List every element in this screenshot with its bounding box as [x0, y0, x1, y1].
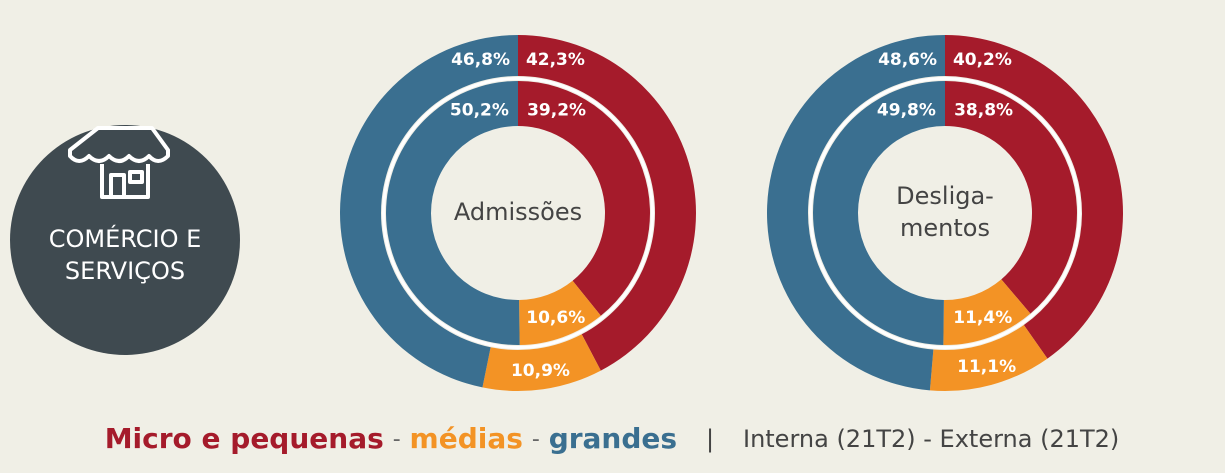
donut-slice [943, 279, 1031, 345]
donut-chart: 38,8% 11,4% 49,8% 40,2% 11,1% 48,6% Desliga-me… [766, 35, 1123, 391]
donut-slice [518, 35, 696, 371]
data-label: 10,6% [526, 308, 585, 328]
ring-separator [382, 77, 654, 349]
badge-line: COMÉRCIO E [49, 224, 202, 253]
donut-slice [929, 325, 1048, 391]
badge-line: SERVIÇOS [65, 257, 185, 285]
data-label: 50,2% [450, 101, 509, 121]
donut-slice [482, 334, 601, 391]
donut-slice [519, 280, 601, 345]
badge-circle [10, 125, 240, 355]
legend-divider: | [706, 425, 714, 453]
data-label: 46,8% [451, 50, 510, 70]
donut-slice [766, 35, 945, 391]
store-icon [68, 126, 170, 199]
data-label: 38,8% [954, 101, 1013, 121]
donut-chart: 39,2% 10,6% 50,2% 42,3% 10,9% 46,8% Admissões [340, 35, 696, 391]
data-label: 40,2% [953, 50, 1012, 70]
donut-slice [385, 81, 520, 345]
data-label: 10,9% [511, 361, 570, 381]
legend-separator: - [393, 427, 401, 452]
donut-slice [945, 35, 1123, 359]
data-label: 42,3% [526, 50, 585, 70]
legend-item: médias [410, 422, 523, 455]
donut-slice [813, 81, 945, 345]
donut-slice [518, 81, 651, 316]
data-label: 11,1% [957, 357, 1016, 377]
data-label: 49,8% [877, 101, 936, 121]
donut-slice [340, 35, 518, 388]
legend-item: grandes [549, 422, 677, 455]
badge: COMÉRCIO E SERVIÇOS [10, 125, 240, 355]
legend-separator: - [532, 427, 540, 452]
ring-legend: Interna (21T2) - Externa (21T2) [743, 425, 1119, 453]
data-label: 48,6% [878, 50, 937, 70]
legend: Micro e pequenas - médias - grandes | In… [105, 422, 1120, 455]
center-label: Desliga- [896, 182, 994, 210]
data-label: 39,2% [527, 101, 586, 121]
legend-item: Micro e pequenas [105, 422, 384, 455]
center-label: mentos [900, 214, 990, 242]
data-label: 11,4% [953, 308, 1012, 328]
center-label: Admissões [454, 198, 582, 226]
donut-slice [945, 81, 1078, 314]
ring-separator [809, 77, 1081, 349]
